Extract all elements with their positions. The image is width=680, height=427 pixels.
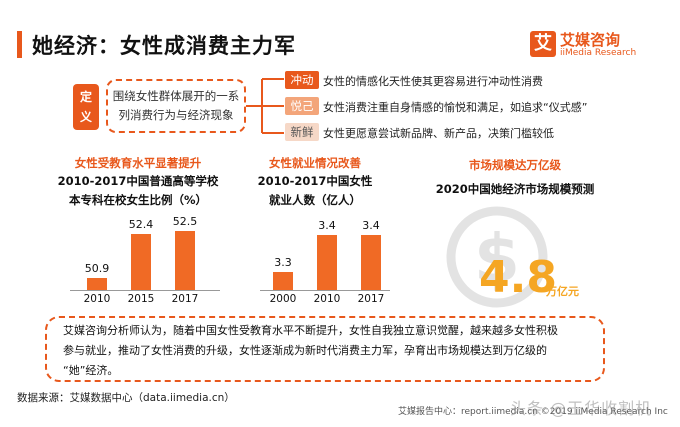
logo-name-en: iiMedia Research bbox=[560, 48, 637, 58]
market-size-value: 4.8 bbox=[479, 252, 557, 303]
employment-bar-chart: 3.3 2000 3.4 2010 3.4 2017 bbox=[260, 210, 390, 308]
definition-tag: 定义 bbox=[73, 84, 99, 130]
data-source: 数据来源：艾媒数据中心（data.iimedia.cn） bbox=[17, 392, 235, 404]
trait-text: 女性的情感化天性使其更容易进行冲动性消费 bbox=[323, 75, 543, 88]
trait-label-impulse: 冲动 bbox=[285, 71, 319, 89]
bar-value-label: 52.5 bbox=[172, 214, 198, 228]
bar-value-label: 52.4 bbox=[128, 217, 154, 231]
x-tick-label: 2017 bbox=[171, 293, 199, 305]
definition-tag-label: 定义 bbox=[80, 90, 93, 124]
trait-text: 女性消费注重自身情感的愉悦和满足，如追求“仪式感” bbox=[323, 101, 588, 114]
logo-name: 艾媒咨询 bbox=[560, 31, 621, 49]
bar bbox=[273, 271, 293, 290]
panel3-subtitle: 2020中国她经济市场规模预测 bbox=[435, 182, 595, 196]
x-tick-label: 2010 bbox=[313, 293, 341, 305]
trait-label-self: 悦己 bbox=[285, 97, 319, 115]
definition-line: 围绕女性群体展开的一系 bbox=[112, 89, 240, 103]
panel2-subtitle-line: 就业人数（亿人） bbox=[269, 193, 361, 207]
x-axis-line bbox=[70, 290, 220, 291]
bar-value-label: 3.3 bbox=[274, 255, 292, 269]
panel2-subtitle-line: 2010-2017中国女性 bbox=[257, 174, 373, 188]
x-tick-label: 2010 bbox=[83, 293, 111, 305]
x-tick-label: 2017 bbox=[357, 293, 385, 305]
trait-text: 女性更愿意尝试新品牌、新产品，决策门槛较低 bbox=[323, 127, 554, 140]
bar-value-label: 3.4 bbox=[318, 219, 336, 233]
logo-mark: 艾 bbox=[530, 31, 556, 57]
summary-line: 艾媒咨询分析师认为，随着中国女性受教育水平不断提升，女性自我独立意识觉醒，越来越… bbox=[63, 324, 558, 337]
trait-label-novelty: 新鲜 bbox=[285, 123, 319, 141]
panel2-title: 女性就业情况改善 bbox=[269, 156, 361, 170]
x-axis-line bbox=[260, 290, 390, 291]
bracket-connector bbox=[246, 78, 284, 134]
bar-value-label: 3.4 bbox=[362, 219, 380, 233]
panel1-subtitle-line: 本专科在校女生比例（%） bbox=[68, 193, 208, 207]
panel1-subtitle-line: 2010-2017中国普通高等学校 bbox=[57, 174, 219, 188]
watermark: 头条 @王华收割机 bbox=[510, 399, 653, 418]
definition-box: 围绕女性群体展开的一系 列消费行为与经济现象 bbox=[106, 79, 246, 133]
bar bbox=[131, 233, 151, 290]
bar-value-label: 50.9 bbox=[84, 262, 110, 276]
market-size-unit: 万亿元 bbox=[546, 285, 579, 298]
panel1-subtitle: 2010-2017中国普通高等学校 本专科在校女生比例（%） bbox=[48, 172, 228, 210]
bar bbox=[361, 235, 381, 290]
x-tick-label: 2000 bbox=[269, 293, 297, 305]
summary-line: “她”经济。 bbox=[63, 364, 119, 377]
bar bbox=[317, 235, 337, 290]
bar bbox=[87, 278, 107, 290]
definition-line: 列消费行为与经济现象 bbox=[118, 108, 234, 122]
svg-text:$: $ bbox=[474, 220, 520, 297]
bar bbox=[175, 230, 195, 290]
dollar-coin-icon: $ bbox=[446, 206, 548, 308]
education-bar-chart: 50.9 2010 52.4 2015 52.5 2017 bbox=[70, 210, 220, 308]
panel3-title: 市场规模达万亿级 bbox=[469, 158, 561, 172]
footer-credit: 艾媒报告中心：report.iimedia.cn ©2019 iiMedia R… bbox=[398, 407, 668, 417]
analyst-summary: 艾媒咨询分析师认为，随着中国女性受教育水平不断提升，女性自我独立意识觉醒，越来越… bbox=[45, 316, 605, 382]
title-accent-bar bbox=[17, 31, 22, 58]
panel2-subtitle: 2010-2017中国女性 就业人数（亿人） bbox=[250, 172, 380, 210]
x-tick-label: 2015 bbox=[127, 293, 155, 305]
summary-line: 参与就业，推动了女性消费的升级，女性逐渐成为新时代消费主力军，孕育出市场规模达到… bbox=[63, 344, 547, 357]
page-title: 她经济：女性成消费主力军 bbox=[32, 34, 296, 58]
panel1-title: 女性受教育水平显著提升 bbox=[74, 156, 202, 170]
